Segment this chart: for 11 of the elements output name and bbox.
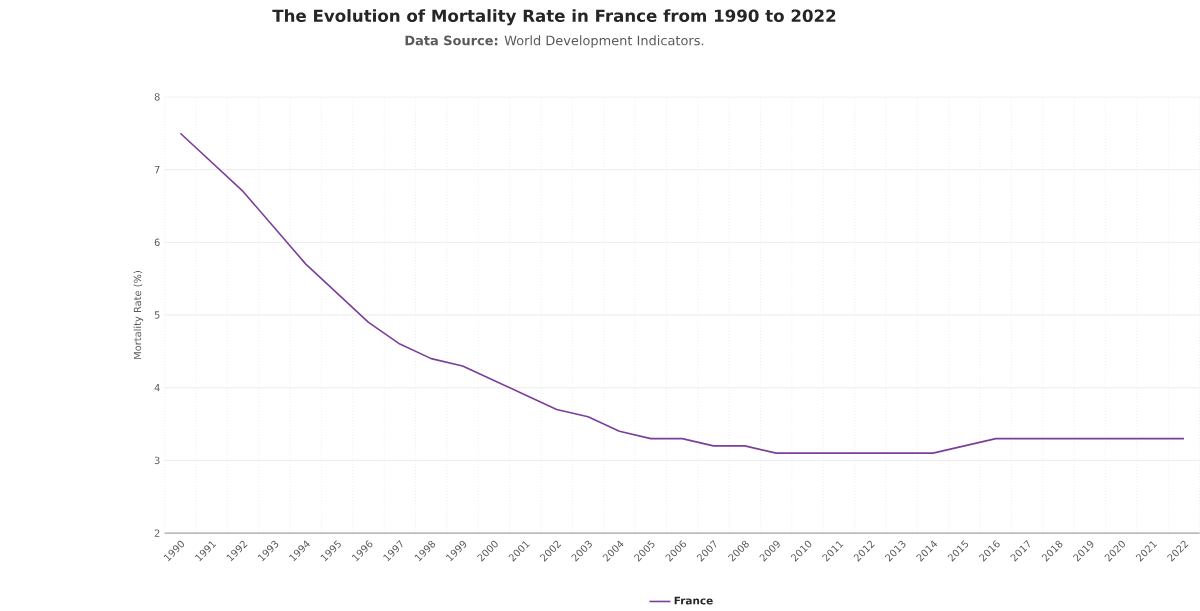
legend-label: France [674, 596, 713, 605]
chart-subtitle: Data Source: World Development Indicators. [405, 35, 704, 48]
chart-title: The Evolution of Mortality Rate in France from 1990 to 2022 [272, 9, 836, 26]
y-tick-label: 6 [154, 238, 160, 246]
y-tick-label: 3 [154, 456, 160, 465]
y-tick-label: 2 [154, 529, 160, 537]
y-tick-label: 5 [154, 311, 160, 319]
y-tick-label: 8 [154, 93, 160, 101]
y-tick-label: 7 [154, 165, 160, 174]
y-tick-label: 4 [154, 384, 160, 392]
y-axis-title: Mortality Rate (%) [133, 271, 144, 359]
